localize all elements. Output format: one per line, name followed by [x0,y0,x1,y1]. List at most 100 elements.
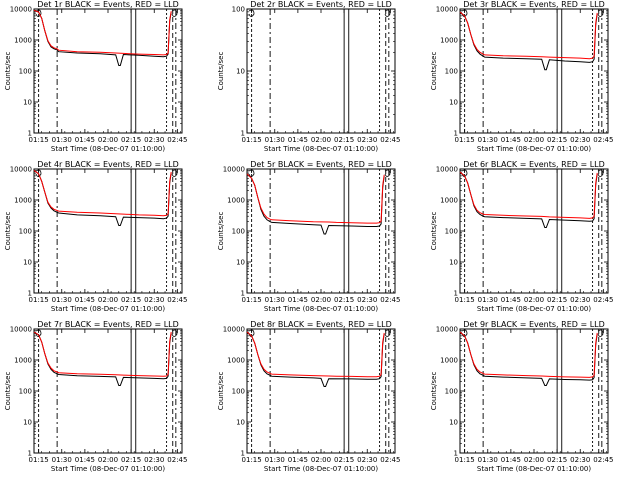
y-tick-label: 100 [19,228,32,236]
x-tick-label: 02:00 [98,456,118,464]
x-tick-label: 01:30 [478,456,498,464]
marker-glyph [248,9,255,17]
y-axis-label: Counts/sec [4,372,12,411]
x-tick-label: 01:15 [242,136,262,144]
x-tick-label: 02:15 [547,296,567,304]
marker-glyph [597,9,604,17]
x-tick-label: 01:45 [75,136,95,144]
series-events-line [459,11,598,71]
plot-frame [459,328,609,454]
y-tick-label: 10 [449,259,458,267]
plot-title: Det 8r BLACK = Events, RED = LLD [250,320,392,329]
plot-frame [246,328,396,454]
plot-panel: Det 2r BLACK = Events, RED = LLD 1 10 100 01… [217,0,400,153]
x-tick-label: 01:15 [242,296,262,304]
plot-title: Det 9r BLACK = Events, RED = LLD [463,320,605,329]
x-tick-label: 02:15 [547,136,567,144]
x-tick-label: 01:45 [288,136,308,144]
y-tick-label: 1000 [227,197,245,205]
x-tick-label: 02:15 [334,456,354,464]
x-tick-label: 02:45 [380,456,400,464]
series-lld-line [459,11,598,60]
marker-glyph [248,329,255,337]
x-tick-label: 02:00 [311,456,331,464]
x-tick-label: 01:15 [242,456,262,464]
x-tick-label: 02:45 [593,456,613,464]
y-axis-label: Counts/sec [430,372,438,411]
y-tick-label: 1 [28,290,32,298]
x-tick-label: 02:15 [547,456,567,464]
y-tick-label: 1000 [227,357,245,365]
marker-glyph [171,329,178,337]
y-tick-label: 10 [236,68,245,76]
x-tick-label: 02:00 [524,456,544,464]
x-tick-label: 01:15 [29,136,49,144]
y-tick-label: 1 [454,450,458,458]
y-tick-label: 100 [232,228,245,236]
x-tick-label: 01:15 [455,296,475,304]
marker-glyph [171,9,178,17]
plot-frame [246,8,396,134]
y-tick-label: 1000 [14,37,32,45]
y-tick-label: 10000 [10,326,32,334]
y-tick-label: 1 [454,130,458,138]
x-tick-label: 02:30 [144,136,164,144]
plot-title: Det 6r BLACK = Events, RED = LLD [463,160,605,169]
plot-panel: Det 6r BLACK = Events, RED = LLD 1 10 100 10… [430,160,613,313]
series-events-line [246,173,385,235]
marker-glyph [384,169,391,177]
marker-glyph [461,9,468,17]
series-lld-line [246,331,385,378]
x-tick-label: 01:30 [478,296,498,304]
x-axis-label: Start Time (08-Dec-07 01:10:00) [51,145,165,153]
plot-frame [33,8,183,134]
x-tick-label: 02:00 [311,296,331,304]
y-tick-label: 100 [232,6,245,14]
plot-panel: Det 4r BLACK = Events, RED = LLD 1 10 100 10… [4,160,187,313]
x-tick-label: 02:15 [121,136,141,144]
series-events-line [459,171,598,228]
marker-glyph [597,169,604,177]
x-tick-label: 01:30 [265,296,285,304]
y-axis-label: Counts/sec [217,212,225,251]
x-axis-label: Start Time (08-Dec-07 01:10:00) [477,465,591,473]
x-tick-label: 02:30 [570,456,590,464]
x-tick-label: 02:30 [357,296,377,304]
x-axis-label: Start Time (08-Dec-07 01:10:00) [477,145,591,153]
x-tick-label: 02:30 [144,296,164,304]
x-tick-label: 01:45 [288,296,308,304]
y-tick-label: 10000 [436,166,458,174]
x-tick-label: 02:30 [570,136,590,144]
series-lld-line [33,9,172,56]
x-tick-label: 02:15 [334,136,354,144]
x-axis-label: Start Time (08-Dec-07 01:10:00) [264,145,378,153]
y-axis-label: Counts/sec [217,52,225,91]
x-tick-label: 02:45 [167,456,187,464]
marker-glyph [384,329,391,337]
series-events-line [246,331,385,387]
plot-panel: Det 5r BLACK = Events, RED = LLD 1 10 100 10… [217,160,400,313]
x-tick-label: 01:45 [501,456,521,464]
plot-frame [459,8,609,134]
y-axis-label: Counts/sec [4,212,12,251]
x-tick-label: 01:30 [478,136,498,144]
y-axis-label: Counts/sec [217,372,225,411]
plot-frame [459,168,609,294]
x-axis-label: Start Time (08-Dec-07 01:10:00) [264,465,378,473]
x-tick-label: 01:15 [455,136,475,144]
y-tick-label: 10000 [223,166,245,174]
plot-title: Det 1r BLACK = Events, RED = LLD [37,0,179,9]
x-tick-label: 02:00 [311,136,331,144]
plot-panel: Det 3r BLACK = Events, RED = LLD 1 10 100 10… [430,0,613,153]
y-tick-label: 1000 [14,197,32,205]
x-tick-label: 02:30 [144,456,164,464]
y-axis-label: Counts/sec [430,52,438,91]
x-tick-label: 01:30 [265,136,285,144]
x-tick-label: 02:15 [121,296,141,304]
y-tick-label: 1000 [440,357,458,365]
plot-title: Det 3r BLACK = Events, RED = LLD [463,0,605,9]
y-tick-label: 100 [445,68,458,76]
x-tick-label: 02:00 [98,136,118,144]
y-tick-label: 10 [449,419,458,427]
